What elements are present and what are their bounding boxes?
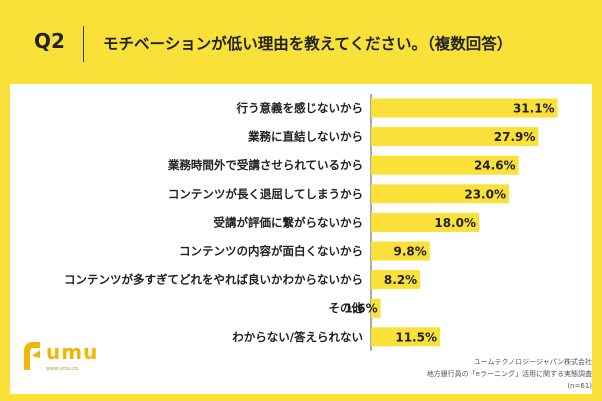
category-label: コンテンツが多すぎてどれをやれば良いかわからないから	[64, 273, 363, 287]
category-label: わからない/答えられない	[232, 330, 363, 344]
logo-mark-icon	[24, 342, 40, 370]
bar	[371, 241, 430, 261]
header: Q2 モチベーションが低い理由を教えてください。（複数回答）	[0, 0, 602, 82]
logo-word: umu	[46, 340, 99, 364]
category-label: 業務に直結しないから	[247, 130, 363, 144]
value-label: 23.0%	[464, 187, 506, 201]
bar	[371, 212, 479, 232]
chart-panel: 行う意義を感じないから 31.1% 業務に直結しないから 27.9% 業務時間外で受講さ…	[10, 84, 592, 394]
category-label: その他	[329, 301, 364, 315]
source-company: ユームテクノロジージャパン株式会社	[473, 358, 592, 366]
source-survey: 地方銀行員の「eラーニング」活用に関する実態調査	[426, 370, 592, 378]
bar	[371, 155, 519, 175]
bar	[371, 298, 381, 318]
value-label: 11.5%	[395, 330, 437, 344]
bar	[371, 127, 539, 147]
bar	[371, 184, 509, 204]
category-label: 行う意義を感じないから	[236, 101, 364, 115]
value-label: 9.8%	[394, 245, 427, 259]
value-label: 1.6%	[344, 302, 377, 316]
value-label: 18.0%	[434, 216, 476, 230]
bar-chart: 行う意義を感じないから 31.1% 業務に直結しないから 27.9% 業務時間外で受講さ…	[64, 94, 558, 351]
bar	[371, 327, 440, 347]
value-label: 8.2%	[384, 273, 417, 287]
header-divider	[83, 26, 84, 62]
value-label: 24.6%	[474, 159, 516, 173]
source-note: ユームテクノロジージャパン株式会社 地方銀行員の「eラーニング」活用に関する実態…	[427, 356, 592, 392]
question-text: モチベーションが低い理由を教えてください。（複数回答）	[103, 35, 513, 53]
bar	[371, 270, 421, 290]
bar	[371, 98, 558, 118]
logo-url: www.umu.co	[46, 366, 79, 372]
value-label: 27.9%	[494, 130, 536, 144]
category-label: コンテンツが長く退屈してしまうから	[168, 187, 363, 201]
category-label: コンテンツの内容が面白くないから	[179, 244, 363, 258]
value-label: 31.1%	[513, 102, 555, 116]
source-sample-size: (n=61)	[567, 382, 592, 390]
umu-logo: umu www.umu.co	[20, 340, 120, 380]
category-label: 業務時間外で受講させられているから	[167, 158, 363, 172]
category-label: 受講が評価に繋がらないから	[214, 215, 364, 229]
question-number: Q2	[34, 29, 65, 53]
